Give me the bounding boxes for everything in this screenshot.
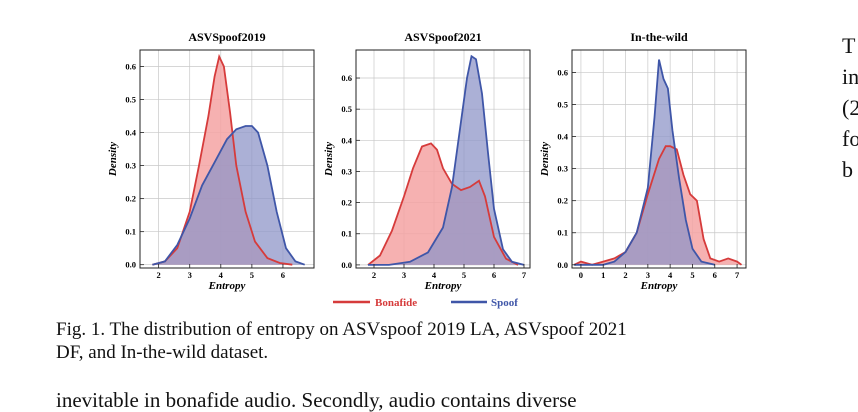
x-tick-label: 5 xyxy=(690,270,694,280)
x-tick-label: 3 xyxy=(646,270,650,280)
caption-line-2: DF, and In-the-wild dataset. xyxy=(56,342,269,363)
y-tick-label: 0.5 xyxy=(557,100,568,110)
x-tick-label: 6 xyxy=(713,270,717,280)
y-tick-label: 0.3 xyxy=(125,161,136,171)
side-column-text: T in (2 fo b xyxy=(842,30,858,185)
y-tick-label: 0.4 xyxy=(557,132,568,142)
x-tick-label: 4 xyxy=(432,270,437,280)
side-line: (2 xyxy=(842,95,858,120)
plot-frame xyxy=(571,49,747,269)
figure: 2 3 4 5 6 0.0 0.1 0.2 0.3 0.4 0.5 0.6 ASVSpoof2019 En… xyxy=(107,30,747,309)
x-tick-label: 5 xyxy=(462,270,466,280)
y-axis-label: Density xyxy=(323,142,335,177)
y-tick-label: 0.6 xyxy=(341,73,352,83)
y-axis-label: Density xyxy=(107,142,119,177)
y-tick-label: 0.2 xyxy=(557,196,568,206)
legend-bonafide-label: Bonafide xyxy=(375,297,417,309)
x-tick-label: 2 xyxy=(157,270,161,280)
y-tick-label: 0.1 xyxy=(557,228,568,238)
y-tick-label: 0.5 xyxy=(341,104,352,114)
y-tick-label: 0.0 xyxy=(341,260,352,270)
y-axis-label: Density xyxy=(539,142,551,177)
x-tick-label: 0 xyxy=(579,270,583,280)
x-axis-label: Entropy xyxy=(208,280,246,292)
body-text: inevitable in bonafide audio. Secondly, … xyxy=(56,388,577,412)
y-tick-label: 0.2 xyxy=(125,194,136,204)
plot-frame xyxy=(139,49,315,269)
x-tick-label: 4 xyxy=(668,270,673,280)
side-line: in xyxy=(842,64,858,89)
side-line: b xyxy=(842,157,853,182)
panel-title: In-the-wild xyxy=(630,30,688,44)
legend: Bonafide Spoof xyxy=(333,297,518,309)
y-tick-label: 0.2 xyxy=(341,198,352,208)
y-tick-label: 0.1 xyxy=(341,229,352,239)
x-tick-label: 2 xyxy=(623,270,627,280)
caption-line-1: Fig. 1. The distribution of entropy on A… xyxy=(56,319,627,340)
y-tick-label: 0.4 xyxy=(125,128,136,138)
figure-caption: Fig. 1. The distribution of entropy on A… xyxy=(56,318,796,364)
bonafide-density-line xyxy=(573,145,743,266)
y-tick-label: 0.6 xyxy=(125,62,136,72)
side-line: T xyxy=(842,33,856,58)
spoof-density-area xyxy=(152,126,305,265)
chart-panel-2: 2 3 4 5 6 7 0.0 0.1 0.2 0.3 0.4 0.5 0.6 ASVSpoof2021 E… xyxy=(323,30,531,292)
x-tick-label: 7 xyxy=(735,270,740,280)
y-tick-label: 0.6 xyxy=(557,67,568,77)
x-tick-label: 5 xyxy=(250,270,254,280)
x-tick-label: 4 xyxy=(219,270,224,280)
plot-area xyxy=(152,53,306,266)
x-tick-label: 7 xyxy=(522,270,527,280)
chart-panel-1: 2 3 4 5 6 0.0 0.1 0.2 0.3 0.4 0.5 0.6 ASVSpoof2019 En… xyxy=(107,30,315,292)
y-tick-label: 0.0 xyxy=(125,260,136,270)
x-axis-label: Entropy xyxy=(424,280,462,292)
y-tick-label: 0.1 xyxy=(125,227,136,237)
plot-frame xyxy=(355,49,531,269)
spoof-density-line xyxy=(368,54,525,266)
x-axis-label: Entropy xyxy=(640,280,678,292)
spoof-density-area xyxy=(574,59,715,265)
legend-spoof-label: Spoof xyxy=(491,297,518,309)
x-tick-label: 3 xyxy=(188,270,192,280)
bonafide-density-line xyxy=(367,142,519,266)
y-tick-label: 0.3 xyxy=(341,166,352,176)
panel-title: ASVSpoof2021 xyxy=(404,30,481,44)
spoof-density-area xyxy=(368,56,524,265)
side-line: fo xyxy=(842,126,858,151)
x-tick-label: 1 xyxy=(601,270,605,280)
plot-area xyxy=(367,54,525,266)
spoof-density-line xyxy=(152,125,306,266)
y-tick-label: 0.3 xyxy=(557,164,568,174)
y-tick-label: 0.4 xyxy=(341,135,352,145)
x-tick-label: 2 xyxy=(372,270,376,280)
chart-panel-3: 0 1 2 3 4 5 6 7 0.0 0.1 0.2 0.3 0.4 0.5 0.6 In-the-wild… xyxy=(539,30,747,292)
panel-title: ASVSpoof2019 xyxy=(188,30,265,44)
plot-area xyxy=(573,59,743,266)
x-tick-label: 6 xyxy=(492,270,496,280)
y-tick-label: 0.0 xyxy=(557,260,568,270)
x-tick-label: 6 xyxy=(281,270,285,280)
spoof-density-line xyxy=(574,59,716,266)
x-tick-label: 3 xyxy=(402,270,406,280)
y-tick-label: 0.5 xyxy=(125,95,136,105)
